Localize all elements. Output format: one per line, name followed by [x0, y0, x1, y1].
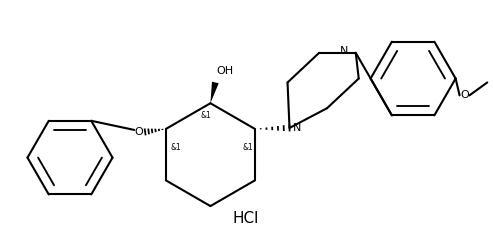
Text: &1: &1 — [243, 143, 253, 152]
Text: &1: &1 — [171, 143, 181, 152]
Text: OH: OH — [217, 66, 234, 76]
Text: HCl: HCl — [233, 212, 259, 226]
Text: N: N — [292, 123, 301, 133]
Polygon shape — [211, 82, 219, 103]
Text: N: N — [340, 46, 348, 56]
Text: O: O — [135, 127, 143, 137]
Text: O: O — [460, 90, 469, 100]
Text: &1: &1 — [200, 111, 211, 120]
